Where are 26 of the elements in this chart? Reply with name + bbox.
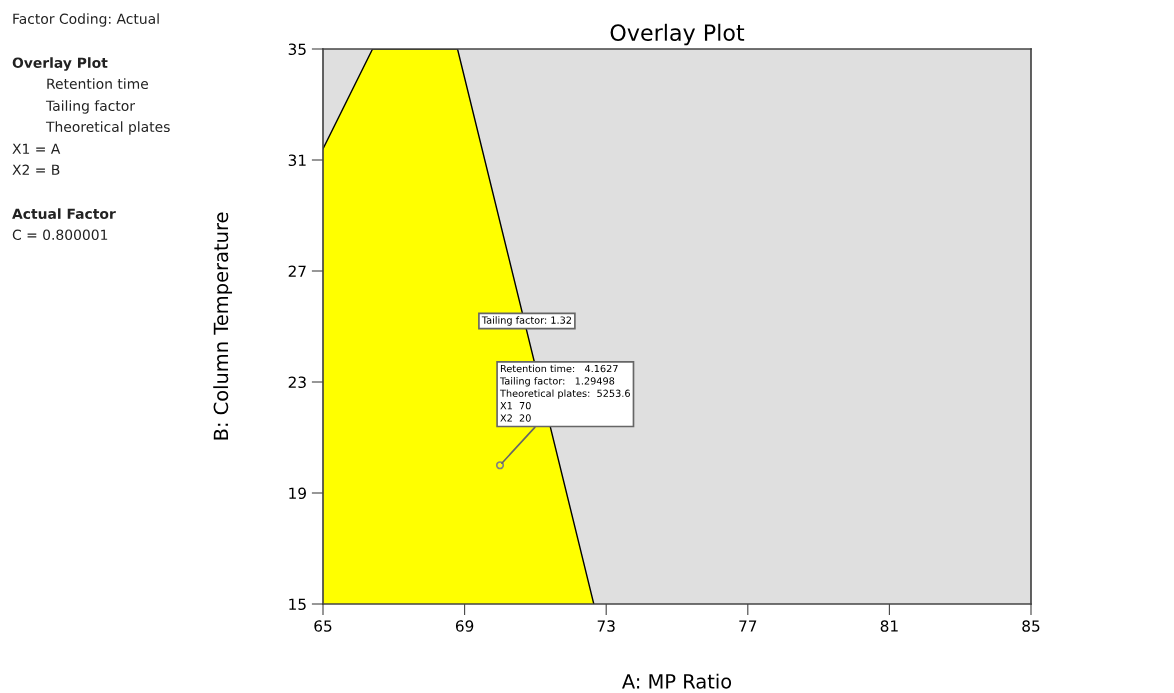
y-tick-label: 35 xyxy=(288,43,306,56)
chart-title: Overlay Plot xyxy=(610,23,745,46)
y-tick-label: 15 xyxy=(289,598,306,611)
x-tick-label: 65 xyxy=(314,620,332,632)
text: X1 = A xyxy=(12,143,61,154)
text: C = 0.800001 xyxy=(12,229,108,241)
text: Tailing factor xyxy=(45,100,135,114)
y-tick-label: 31 xyxy=(288,154,306,167)
x-tick-label: 81 xyxy=(880,620,898,632)
y-tick-label: 19 xyxy=(289,487,306,500)
x-tick-label: 85 xyxy=(1022,620,1040,632)
x-tick-label: 77 xyxy=(739,620,757,632)
annotation: Tailing factor: 1.32 xyxy=(481,316,571,326)
text: Retention time xyxy=(47,78,149,90)
text: Overlay Plot xyxy=(12,57,108,71)
annotation: Retention time: 4.1627 Tailing factor: 1.29498 Theoretical plates: 5253.6 X1 70 X2 20 xyxy=(499,364,630,422)
text: X2 = B xyxy=(12,164,60,175)
y-tick-label: 27 xyxy=(288,265,306,277)
text: Actual Factor xyxy=(12,208,116,220)
y-axis-title: B: Column Temperature xyxy=(213,212,233,440)
y-tick-label: 23 xyxy=(288,376,306,389)
text: Factor Coding: Actual xyxy=(13,13,159,27)
x-tick-label: 73 xyxy=(597,620,615,632)
x-tick-label: 69 xyxy=(455,620,474,632)
text: Theoretical plates xyxy=(45,121,170,135)
x-axis-title: A: MP Ratio xyxy=(622,673,732,689)
